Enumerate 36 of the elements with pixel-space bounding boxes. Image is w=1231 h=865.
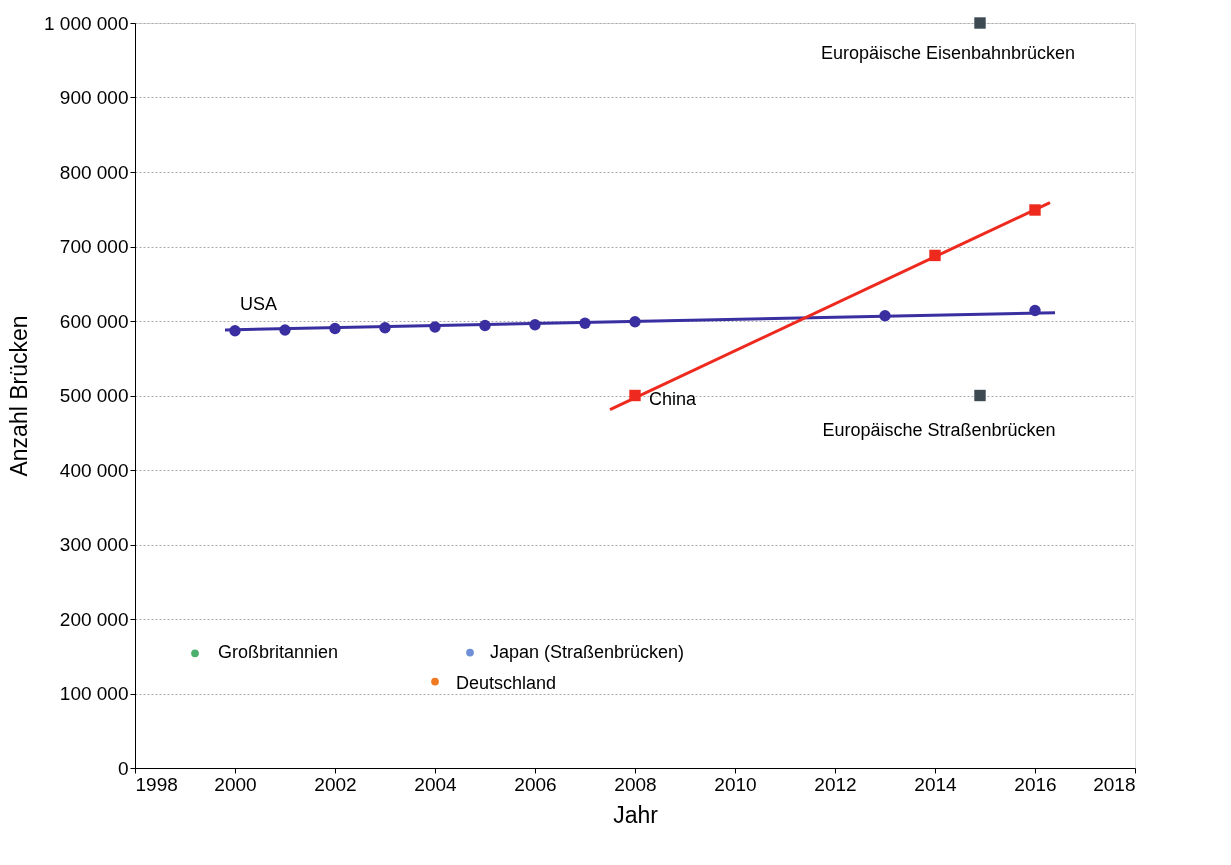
y-tick-label: 100 000 — [59, 683, 129, 704]
x-tick-label: 2014 — [914, 773, 958, 795]
y-axis-title: Anzahl Brücken — [5, 315, 32, 477]
text: Europäische Straßenbrücken — [822, 419, 1056, 440]
x-tick-label: 2012 — [814, 773, 857, 795]
x-tick-label: 2008 — [614, 773, 657, 795]
y-tick-label: 400 000 — [59, 459, 129, 481]
y-tick-label: 800 000 — [59, 161, 129, 183]
y-tick-label: 600 000 — [59, 310, 129, 332]
x-tick-label: 2004 — [414, 773, 458, 795]
x-tick-label: 2000 — [214, 773, 257, 795]
y-tick-label: 900 000 — [59, 87, 129, 108]
y-tick-label: 200 000 — [59, 608, 129, 630]
point — [431, 677, 439, 686]
x-tick-label: 1998 — [135, 773, 178, 795]
point — [974, 17, 986, 29]
series-label: Großbritannien — [218, 642, 339, 663]
point — [466, 648, 474, 657]
series-label: Deutschland — [456, 672, 557, 693]
y-tick-label: 300 000 — [59, 534, 129, 555]
x-tick-label: 2006 — [514, 773, 557, 795]
series-label: USA — [240, 293, 278, 314]
x-axis-title: Jahr — [613, 801, 659, 828]
y-tick-label: 1 000 000 — [43, 12, 129, 34]
x-tick-label: 2010 — [714, 773, 757, 795]
y-tick-label: 500 000 — [59, 385, 129, 406]
x-tick-label: 2002 — [314, 773, 357, 795]
series-label: Europäische Eisenbahnbrücken — [820, 43, 1076, 63]
x-tick-label: 2016 — [1014, 773, 1057, 795]
series-label: China — [649, 388, 698, 409]
x-tick-label: 2018 — [1093, 773, 1136, 795]
series-label: Japan (Straßenbrücken) — [490, 641, 685, 662]
y-tick-label: 0 — [117, 757, 129, 779]
y-tick-label: 700 000 — [59, 236, 129, 257]
point — [974, 389, 986, 402]
point — [191, 649, 199, 658]
